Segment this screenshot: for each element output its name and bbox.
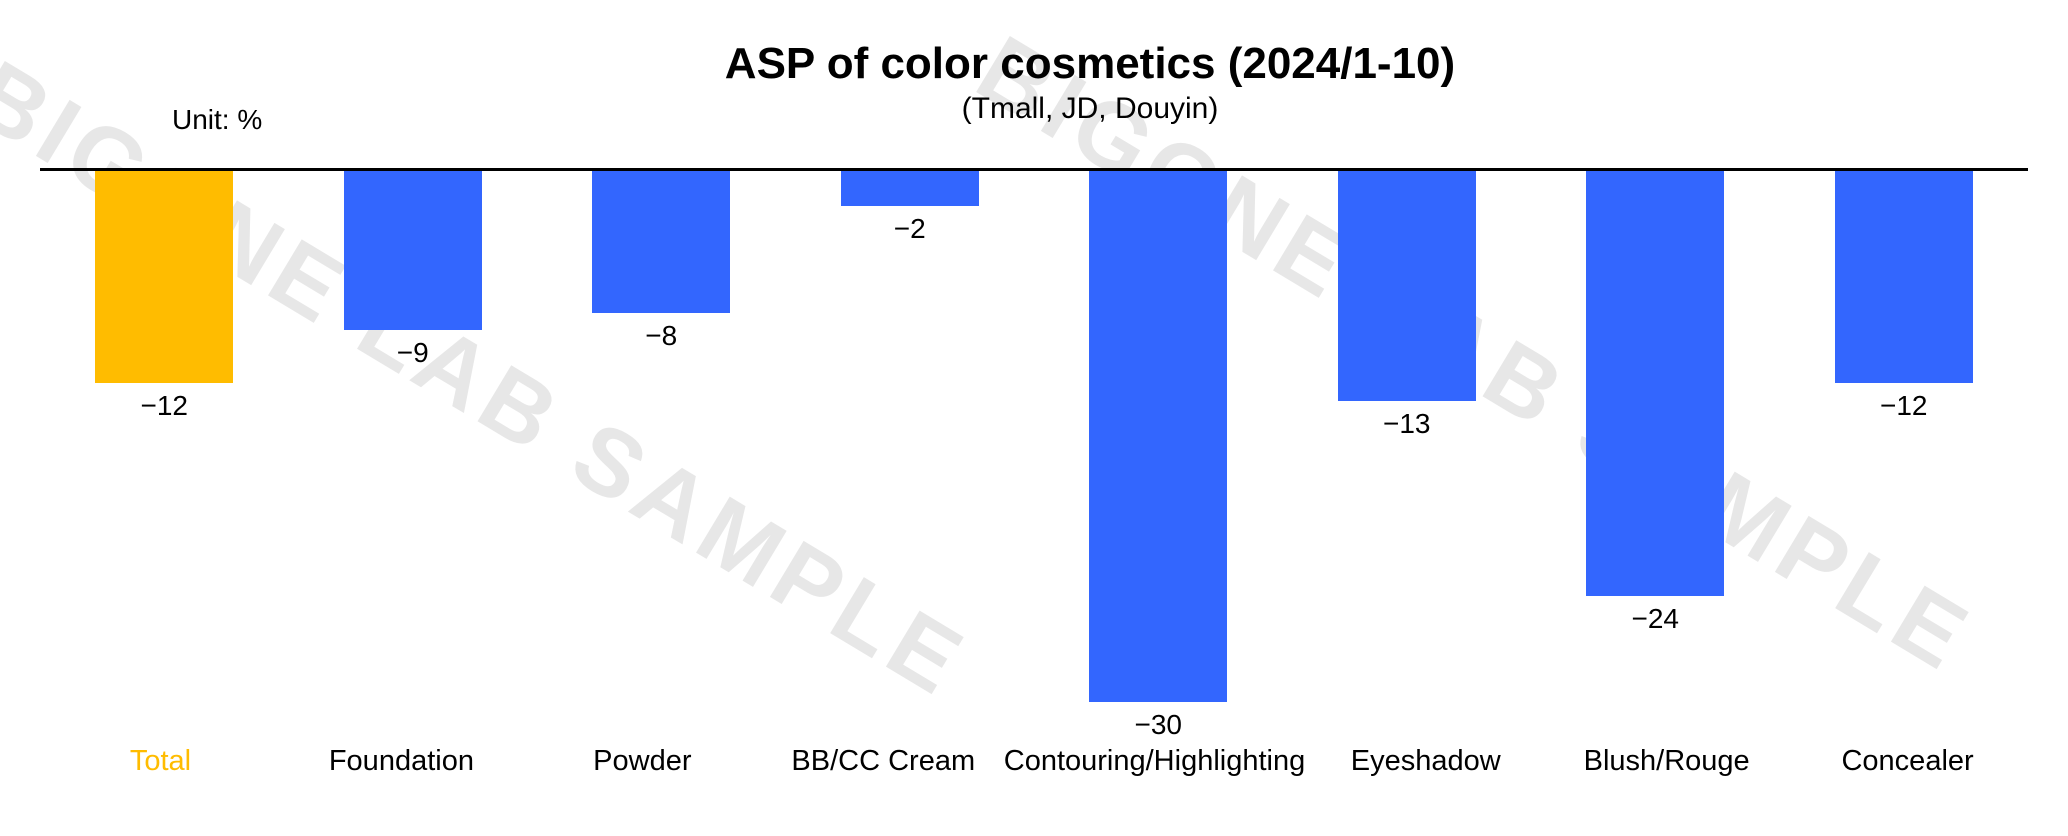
x-axis-baseline bbox=[40, 168, 2028, 171]
bar-group: −13 bbox=[1283, 171, 1532, 741]
category-label-contouring-highlighting: Contouring/Highlighting bbox=[1003, 745, 1306, 777]
bar-value-label: −9 bbox=[396, 337, 429, 368]
bar bbox=[1834, 171, 1973, 383]
bar-value-label: −8 bbox=[645, 320, 678, 351]
chart-subtitle: (Tmall, JD, Douyin) bbox=[961, 92, 1219, 125]
category-label-concealer: Concealer bbox=[1841, 745, 1974, 777]
bar bbox=[1089, 171, 1228, 702]
bar-group: −9 bbox=[289, 171, 538, 741]
bar-value-label: −24 bbox=[1631, 603, 1680, 634]
bar bbox=[592, 171, 731, 313]
bar-value-label: −2 bbox=[893, 213, 926, 244]
bar-group: −2 bbox=[786, 171, 1035, 741]
bar bbox=[343, 171, 482, 330]
bar bbox=[1337, 171, 1476, 401]
bar-total bbox=[95, 171, 234, 383]
bar bbox=[840, 171, 979, 206]
bar-group: −12 bbox=[1780, 171, 2029, 741]
chart-title: ASP of color cosmetics (2024/1-10) bbox=[724, 39, 1456, 88]
bar-value-label: −13 bbox=[1383, 408, 1431, 439]
category-label-eyeshadow: Eyeshadow bbox=[1350, 745, 1501, 777]
bar-group: −30 bbox=[1034, 171, 1283, 741]
unit-label: Unit: % bbox=[172, 104, 263, 135]
bar-value-label: −12 bbox=[140, 390, 189, 421]
bar-group: −24 bbox=[1531, 171, 1780, 741]
category-label-bb-cc-cream: BB/CC Cream bbox=[791, 745, 976, 777]
category-label-foundation: Foundation bbox=[328, 745, 474, 777]
bar bbox=[1586, 171, 1725, 596]
category-label-blush-rouge: Blush/Rouge bbox=[1583, 745, 1750, 777]
bar-group: −8 bbox=[537, 171, 786, 741]
bar-value-label: −30 bbox=[1134, 709, 1183, 740]
category-label-total: Total bbox=[129, 745, 192, 777]
bar-series: −12 −9 −8 −2 −30 −13 −24 −12 bbox=[40, 171, 2028, 741]
bar-group: −12 bbox=[40, 171, 289, 741]
bar-value-label: −12 bbox=[1880, 390, 1928, 421]
category-label-powder: Powder bbox=[593, 745, 692, 777]
chart-header: ASP of color cosmetics (2024/1-10) (Tmal… bbox=[56, 0, 2068, 128]
category-axis: Total Foundation Powder BB/CC Cream Contouri… bbox=[40, 744, 2028, 778]
